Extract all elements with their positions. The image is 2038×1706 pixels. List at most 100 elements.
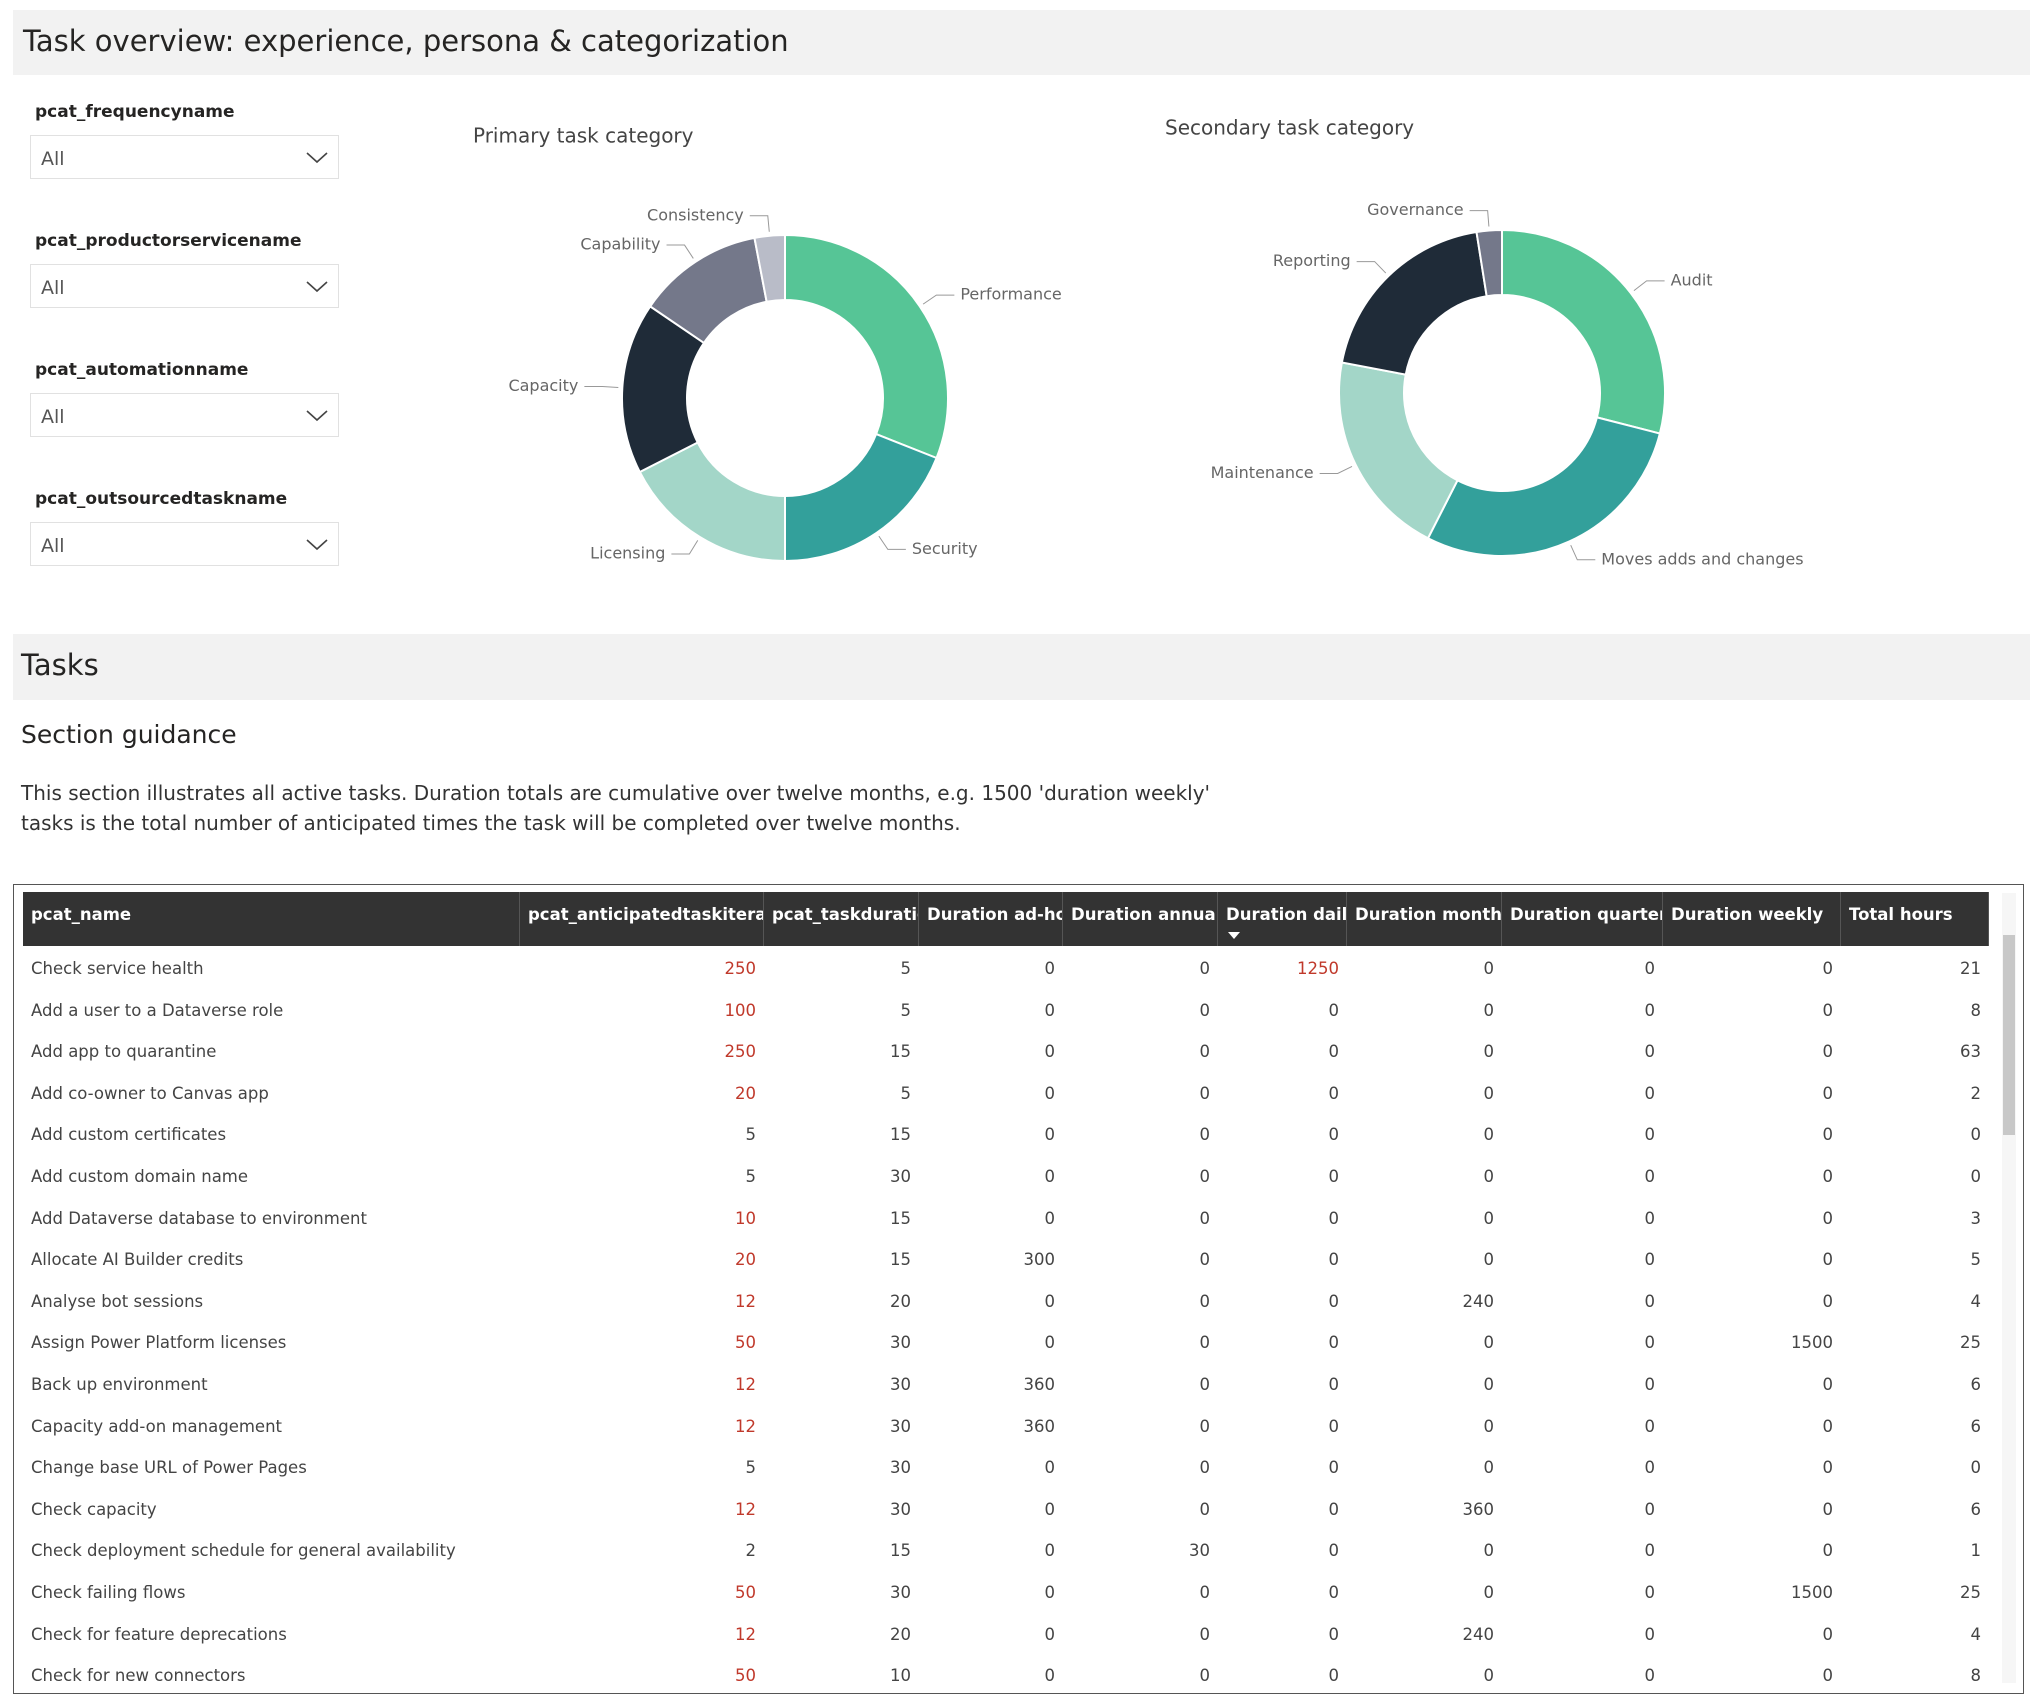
table-cell: 0 (1044, 1458, 1056, 1478)
table-cell: 0 (1328, 1416, 1340, 1436)
column-header[interactable]: Duration quarterly (1502, 892, 1663, 946)
table-cell: 0 (1328, 1291, 1340, 1311)
table-cell: 0 (1822, 1541, 1834, 1561)
table-cell: 15 (890, 1250, 911, 1270)
table-cell: 0 (1483, 1125, 1495, 1145)
section-title: Tasks (21, 648, 99, 682)
column-header[interactable]: Duration annually (1063, 892, 1218, 946)
table-cell: Add app to quarantine (31, 1042, 217, 1062)
table-cell: 0 (1644, 1416, 1656, 1436)
table-cell: 0 (1483, 959, 1495, 978)
column-header[interactable]: Duration weekly (1663, 892, 1841, 946)
table-cell: Add Dataverse database to environment (31, 1208, 367, 1228)
table-cell: 0 (1044, 1167, 1056, 1186)
table-cell: 0 (1199, 1458, 1211, 1478)
table-cell: 6 (1970, 1375, 1982, 1394)
column-header[interactable]: Duration monthly (1347, 892, 1502, 946)
slice-label: Moves adds and changes (1601, 549, 1803, 568)
table-cell: 0 (1483, 1458, 1495, 1478)
table-cell: 0 (1483, 1333, 1495, 1353)
table-cell: 100 (724, 1000, 757, 1020)
table-cell: 1250 (1297, 959, 1339, 978)
table-cell: 30 (890, 1499, 911, 1519)
table-cell: Check for feature deprecations (31, 1624, 287, 1644)
column-header[interactable]: pcat_anticipatedtaskiteratio... (520, 892, 764, 946)
column-header[interactable]: pcat_taskduration (764, 892, 919, 946)
table-cell: 0 (1199, 1042, 1211, 1062)
chevron (306, 410, 328, 422)
table-cell: 0 (1644, 959, 1656, 978)
table-cell: 10 (890, 1666, 911, 1686)
table-cell: 0 (1328, 1624, 1340, 1644)
table-cell: 0 (1044, 1291, 1056, 1311)
filter-dropdown[interactable]: All (30, 135, 339, 179)
table-cell: 12 (735, 1291, 756, 1311)
column-header[interactable]: Total hours (1841, 892, 1989, 946)
table-cell: 0 (1328, 1125, 1340, 1145)
table-cell: 6 (1970, 1499, 1982, 1519)
table-cell: 0 (1044, 1083, 1056, 1103)
filter-label: pcat_automationname (35, 360, 249, 380)
filter-dropdown[interactable]: All (30, 522, 339, 566)
table-cell: 63 (1960, 1042, 1981, 1062)
leader-line (922, 294, 955, 305)
table-cell: 0 (1328, 1000, 1340, 1020)
table-cell: 30 (890, 1375, 911, 1394)
column-header[interactable]: Duration daily (1218, 892, 1347, 946)
table-cell: 0 (1328, 1250, 1340, 1270)
table-cell: 12 (735, 1416, 756, 1436)
slice-label: Consistency (647, 205, 744, 224)
table-cell: 20 (890, 1291, 911, 1311)
table-cell: 0 (1822, 1250, 1834, 1270)
table-cell: 4 (1970, 1291, 1982, 1311)
table-cell: 0 (1328, 1458, 1340, 1478)
table-cell: 0 (1044, 1541, 1056, 1561)
table-cell: Change base URL of Power Pages (31, 1458, 307, 1478)
table-cell: 15 (890, 1042, 911, 1062)
chart-title: Secondary task category (1165, 116, 1414, 140)
scrollbar-thumb[interactable] (2003, 935, 2015, 1135)
table-cell: 25 (1960, 1583, 1981, 1602)
table-cell: 0 (1970, 1458, 1982, 1478)
table-cell: 5 (745, 1458, 757, 1478)
column-header[interactable]: pcat_name (23, 892, 520, 946)
tasks-bar: Tasks (13, 634, 2030, 700)
table-cell: 0 (1970, 1125, 1982, 1145)
table-cell: 0 (1822, 1375, 1834, 1394)
table-cell: 250 (724, 959, 757, 978)
table-cell: 0 (1199, 1167, 1211, 1186)
table-cell: 12 (735, 1624, 756, 1644)
table-cell: 0 (1044, 1624, 1056, 1644)
dropdown-value: All (41, 148, 65, 170)
table-cell: 240 (1462, 1291, 1495, 1311)
slice-label: Licensing (590, 544, 665, 563)
slice-label: Security (912, 539, 978, 558)
table-cell: 0 (1044, 1666, 1056, 1686)
table-cell: Analyse bot sessions (31, 1291, 204, 1311)
table-cell: 1 (1970, 1541, 1982, 1561)
table-cell: 0 (1644, 1291, 1656, 1311)
table-cell: 0 (1644, 1167, 1656, 1186)
table-cell: 2 (1970, 1083, 1982, 1103)
table-cell: 0 (1044, 1125, 1056, 1145)
table-cell: Check deployment schedule for general av… (31, 1541, 456, 1561)
slice-label: Reporting (1273, 251, 1351, 270)
table-cell: 0 (1483, 1000, 1495, 1020)
filter-dropdown[interactable]: All (30, 264, 339, 308)
table-cell: 0 (1328, 1042, 1340, 1062)
table-cell: 0 (1199, 1250, 1211, 1270)
slice-label: Capability (580, 235, 660, 254)
table-cell: 0 (1822, 1666, 1834, 1686)
table-cell: 0 (1328, 1167, 1340, 1186)
dropdown-value: All (41, 535, 65, 557)
filter-dropdown[interactable]: All (30, 393, 339, 437)
table-cell: 0 (1822, 1458, 1834, 1478)
column-header[interactable]: Duration ad-hoc (919, 892, 1063, 946)
table-cell: 0 (1199, 1000, 1211, 1020)
table-cell: 8 (1970, 1000, 1982, 1020)
table-cell: 0 (1644, 1333, 1656, 1353)
table-cell: 0 (1199, 1499, 1211, 1519)
table-cell: 0 (1644, 1250, 1656, 1270)
table-cell: 0 (1483, 1416, 1495, 1436)
table-cell: 0 (1644, 1458, 1656, 1478)
